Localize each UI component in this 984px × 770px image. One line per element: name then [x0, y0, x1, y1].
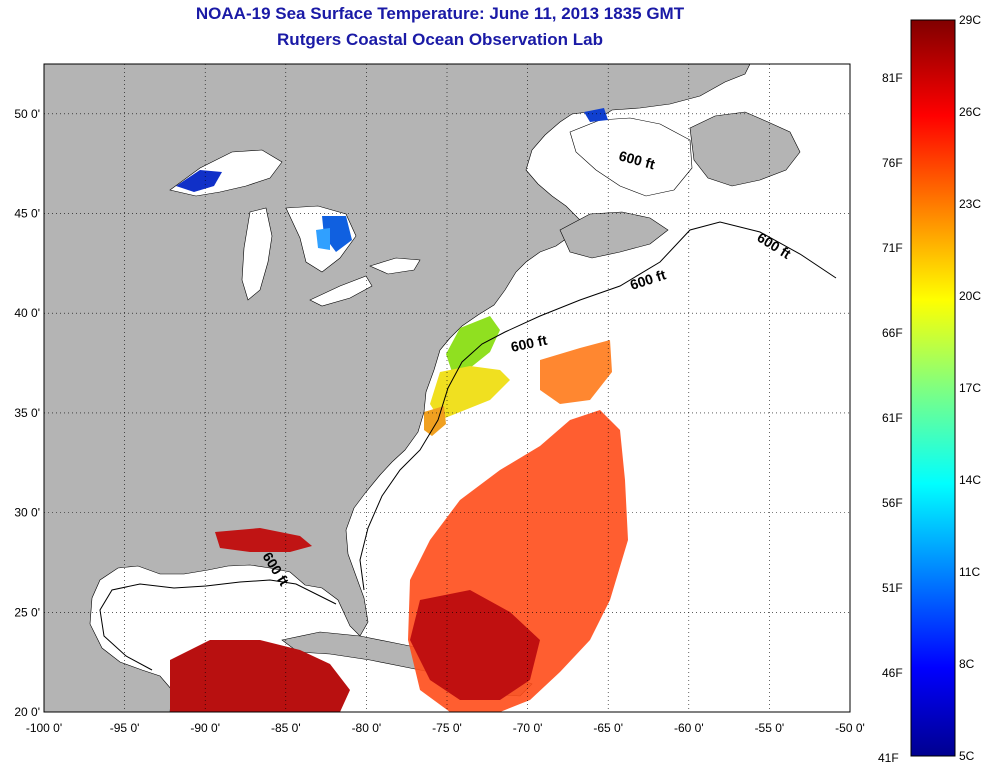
colorbar-fahrenheit-label: 66F	[882, 326, 903, 340]
lake-ontario	[369, 257, 421, 275]
latitude-tick-label: 50 0'	[14, 107, 40, 121]
plot-frame	[43, 63, 851, 713]
colorbar-labels: 29C 26C 23C 20C 17C 14C 11C 8C 5C 81F 76F 71F 66F 61F…	[878, 13, 981, 765]
latitude-tick-label: 40 0'	[14, 306, 40, 320]
colorbar	[910, 19, 956, 757]
longitude-tick-label: -100 0'	[26, 721, 62, 735]
colorbar-celsius-label: 29C	[959, 13, 981, 27]
longitude-tick-label: -55 0'	[755, 721, 785, 735]
latitude-tick-labels: 20 0' 25 0' 30 0' 35 0' 40 0' 45 0' 50 0'	[14, 107, 40, 719]
longitude-tick-label: -75 0'	[432, 721, 462, 735]
longitude-tick-label: -70 0'	[513, 721, 543, 735]
lake-michigan	[241, 207, 273, 301]
sst-gulf-mexico-south	[170, 640, 350, 712]
sst-shelf-yellow	[430, 366, 510, 420]
isobath-contour	[359, 221, 837, 591]
longitude-tick-labels: -100 0' -95 0' -90 0' -85 0' -80 0' -75 0' -70…	[26, 721, 865, 735]
longitude-tick-label: -60 0'	[674, 721, 704, 735]
colorbar-fahrenheit-label: 61F	[882, 411, 903, 425]
colorbar-fahrenheit-label: 71F	[882, 241, 903, 255]
land-newfoundland	[689, 111, 801, 187]
colorbar-fahrenheit-label: 76F	[882, 156, 903, 170]
sst-shelf-green	[446, 316, 500, 372]
latitude-tick-label: 20 0'	[14, 705, 40, 719]
isobath-contour-gulf	[99, 579, 337, 671]
colorbar-fahrenheit-label: 81F	[882, 71, 903, 85]
longitude-tick-label: -80 0'	[352, 721, 382, 735]
colorbar-celsius-label: 11C	[959, 565, 980, 579]
map-grid	[44, 64, 850, 712]
colorbar-fahrenheit-label: 46F	[882, 666, 903, 680]
colorbar-celsius-label: 14C	[959, 473, 981, 487]
colorbar-celsius-label: 20C	[959, 289, 981, 303]
chart-subtitle: Rutgers Coastal Ocean Observation Lab	[277, 30, 603, 49]
latitude-tick-label: 45 0'	[14, 207, 40, 221]
sst-orange-patch	[540, 340, 612, 404]
colorbar-celsius-label: 23C	[959, 197, 981, 211]
land-nova-scotia	[559, 211, 669, 259]
sst-labrador-blue	[584, 108, 608, 122]
colorbar-celsius-label: 8C	[959, 657, 975, 671]
sst-hot-caribbean	[410, 590, 540, 700]
sst-gulf-mexico-north	[215, 528, 312, 552]
colorbar-celsius-label: 17C	[959, 381, 981, 395]
colorbar-fahrenheit-label: 51F	[882, 581, 903, 595]
sst-michigan-cyan	[316, 228, 330, 250]
longitude-tick-label: -50 0'	[835, 721, 865, 735]
longitude-tick-label: -95 0'	[110, 721, 140, 735]
colorbar-celsius-label: 5C	[959, 749, 975, 763]
latitude-tick-label: 30 0'	[14, 506, 40, 520]
longitude-tick-label: -65 0'	[593, 721, 623, 735]
gulf-st-lawrence	[569, 117, 693, 197]
contour-label-600ft: 600 ft	[509, 332, 548, 355]
sst-superior-blue	[176, 170, 222, 192]
colorbar-fahrenheit-label: 56F	[882, 496, 903, 510]
colorbar-fahrenheit-label: 41F	[878, 751, 899, 765]
longitude-tick-label: -90 0'	[190, 721, 220, 735]
latitude-tick-label: 25 0'	[14, 605, 40, 619]
lake-erie	[309, 275, 373, 307]
colorbar-celsius-label: 26C	[959, 105, 981, 119]
longitude-tick-label: -85 0'	[271, 721, 301, 735]
chart-title: NOAA-19 Sea Surface Temperature: June 11…	[195, 4, 685, 23]
latitude-tick-label: 35 0'	[14, 406, 40, 420]
